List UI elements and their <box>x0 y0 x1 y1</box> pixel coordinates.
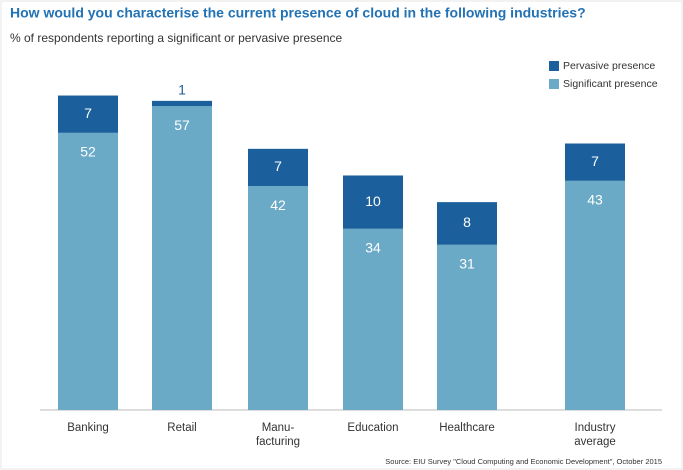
value-label: 42 <box>270 197 286 213</box>
x-tick-label: Education <box>347 422 398 434</box>
value-label: 7 <box>591 153 599 169</box>
value-label: 31 <box>459 255 475 271</box>
value-label: 57 <box>174 117 190 133</box>
bar-segment <box>565 143 625 181</box>
bar-segment <box>152 100 212 107</box>
value-label: 43 <box>587 192 603 208</box>
value-label: 10 <box>365 193 381 209</box>
bar-segment <box>437 202 497 245</box>
source: Source: EIU Survey "Cloud Computing and … <box>385 457 662 466</box>
bar-segment <box>58 132 118 410</box>
bar-segment <box>58 95 118 133</box>
x-tick-label: Manu-facturing <box>256 422 300 448</box>
bar-segment <box>248 186 308 410</box>
value-label: 1 <box>178 82 186 98</box>
bar-segment <box>565 180 625 410</box>
value-label: 52 <box>80 144 96 160</box>
bar-segment <box>343 228 403 410</box>
x-tick-label: Banking <box>67 422 109 434</box>
bar-segment <box>248 148 308 187</box>
legend-swatch <box>549 61 559 71</box>
chart-title: How would you characterise the current p… <box>10 5 586 21</box>
chart-subtitle: % of respondents reporting a significant… <box>10 31 343 45</box>
bar-segment <box>437 244 497 410</box>
x-tick-label: Healthcare <box>439 422 495 434</box>
legend-label: Significant presence <box>563 78 658 90</box>
x-tick-label: Retail <box>167 422 196 434</box>
legend-swatch <box>549 79 559 89</box>
bar-segment <box>152 106 212 410</box>
value-label: 34 <box>365 239 381 255</box>
value-label: 8 <box>463 214 471 230</box>
x-tick-label: Industry average <box>574 422 616 448</box>
value-label: 7 <box>274 158 282 174</box>
bar-segment <box>343 175 403 229</box>
value-label: 7 <box>84 105 92 121</box>
legend-label: Pervasive presence <box>563 60 655 72</box>
